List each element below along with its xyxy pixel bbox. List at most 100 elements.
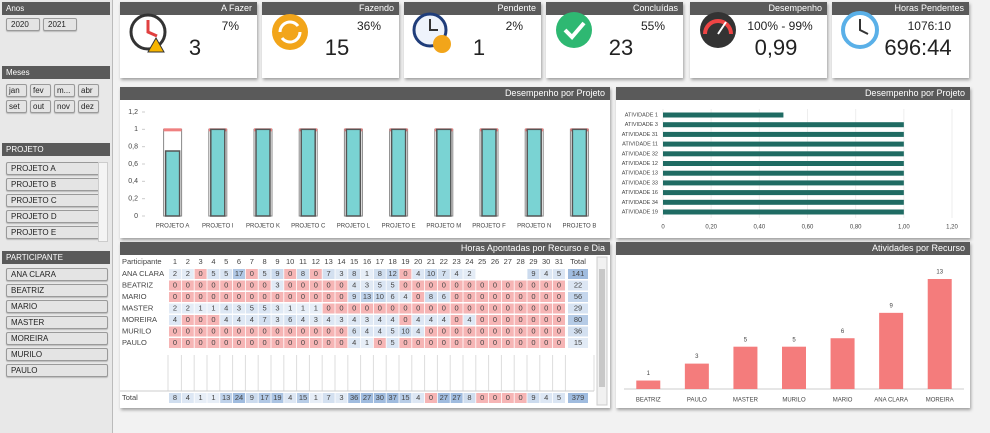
slicer-item[interactable]: dez xyxy=(78,100,99,113)
slicer-item[interactable]: PROJETO D xyxy=(6,210,102,223)
cell-bg xyxy=(514,315,527,325)
kpi-icon xyxy=(841,11,879,49)
cell: 4 xyxy=(237,315,241,324)
slicer-item[interactable]: PROJETO C xyxy=(6,194,102,207)
cell: 0 xyxy=(480,315,484,324)
cell-total: 56 xyxy=(574,292,582,301)
cell: 0 xyxy=(378,303,382,312)
slicer-item[interactable]: MARIO xyxy=(6,300,108,313)
cell: 0 xyxy=(480,338,484,347)
x-tick-label: PROJETO M xyxy=(426,224,461,230)
cell: 0 xyxy=(506,326,510,335)
cell: 8 xyxy=(173,393,177,402)
column-header: 11 xyxy=(299,257,307,266)
x-tick-label: MURILO xyxy=(782,398,806,404)
slicer-item[interactable]: PROJETO A xyxy=(6,162,102,175)
cell-bg xyxy=(233,315,245,325)
cell: 27 xyxy=(452,393,460,402)
kpi-title: Fazendo xyxy=(262,2,399,15)
bar xyxy=(345,128,362,217)
slicer-item[interactable]: 2020 xyxy=(6,18,40,31)
cell-bg xyxy=(425,303,437,314)
cell: 0 xyxy=(455,338,459,347)
cell: 0 xyxy=(493,393,497,402)
kpi-value: 0,99 xyxy=(754,35,798,60)
cell: 0 xyxy=(186,315,190,324)
cell-bg xyxy=(425,338,437,348)
cell-bg xyxy=(399,303,412,314)
x-tick-label: MASTER xyxy=(733,398,759,404)
cell-bg xyxy=(169,393,181,403)
cell-bg xyxy=(501,280,514,291)
cell-bg xyxy=(489,315,501,325)
cell: 4 xyxy=(250,315,254,324)
cell-bg xyxy=(437,303,450,314)
cell-bg xyxy=(245,303,258,314)
cell: 15 xyxy=(299,393,307,402)
cell-bg xyxy=(258,338,271,348)
slicer-item[interactable]: nov xyxy=(54,100,75,113)
column-header: 7 xyxy=(250,257,254,266)
slicer-item[interactable]: PAULO xyxy=(6,364,108,377)
cell-bg xyxy=(348,393,361,403)
cell: 4 xyxy=(224,315,228,324)
slicer-item[interactable]: MASTER xyxy=(6,316,108,329)
slicer-item[interactable]: fev xyxy=(30,84,51,97)
cell-bg xyxy=(284,326,297,337)
cell: 0 xyxy=(544,315,548,324)
bar xyxy=(663,131,904,137)
cell: 19 xyxy=(273,393,281,402)
cell-bg xyxy=(568,338,588,348)
cell: 3 xyxy=(237,303,241,312)
cell: 5 xyxy=(211,269,215,278)
slicer-item[interactable]: 2021 xyxy=(43,18,77,31)
y-tick-label: 0 xyxy=(134,213,138,220)
slicer-item[interactable]: MURILO xyxy=(6,348,108,361)
cell: 0 xyxy=(519,280,523,289)
cell: 0 xyxy=(288,292,292,301)
slicer-item[interactable]: PROJETO E xyxy=(6,226,102,239)
slicer-item[interactable]: PROJETO B xyxy=(6,178,102,191)
bar xyxy=(663,209,904,215)
cell: 0 xyxy=(544,292,548,301)
panel-title: Desempenho por Projeto xyxy=(120,87,610,100)
cell: 0 xyxy=(467,280,471,289)
cell: 0 xyxy=(314,292,318,301)
kpi-percent: 7% xyxy=(221,19,239,33)
cell-bg xyxy=(514,393,527,403)
cell: 0 xyxy=(544,326,548,335)
x-tick-label: MOREIRA xyxy=(926,398,954,404)
cell-bg xyxy=(271,338,284,348)
row-label: Total xyxy=(122,393,138,402)
cell: 0 xyxy=(250,292,254,301)
cell-bg xyxy=(463,338,476,348)
slicer-item[interactable]: jan xyxy=(6,84,27,97)
y-tick-label: 0,6 xyxy=(128,161,138,168)
x-tick-label: 0,40 xyxy=(753,225,765,231)
chart-panel: Atividades por Recurso 1 BEATRIZ 3 PAULO 5 MAS… xyxy=(616,242,970,408)
slicer-item[interactable]: MOREIRA xyxy=(6,332,108,345)
slicer-item[interactable]: set xyxy=(6,100,27,113)
y-tick-label: ATIVIDADE 13 xyxy=(622,171,658,177)
cell: 2 xyxy=(186,303,190,312)
column-header: 26 xyxy=(491,257,499,266)
cell: 0 xyxy=(275,326,279,335)
y-tick-label: ATIVIDADE 31 xyxy=(622,132,658,138)
cell: 17 xyxy=(260,393,268,402)
cell: 4 xyxy=(416,326,420,335)
cell-bg xyxy=(463,303,476,314)
y-tick-label: ATIVIDADE 11 xyxy=(622,142,658,148)
cell-bg xyxy=(245,315,258,325)
icon-check xyxy=(556,12,592,48)
slicer-item[interactable]: m... xyxy=(54,84,75,97)
cell: 0 xyxy=(544,303,548,312)
cell-bg xyxy=(476,303,489,314)
slicer-item[interactable]: ANA CLARA xyxy=(6,268,108,281)
slicer-item[interactable]: BEATRIZ xyxy=(6,284,108,297)
slicer-item[interactable]: out xyxy=(30,100,51,113)
cell: 4 xyxy=(224,303,228,312)
kpi-value: 15 xyxy=(324,35,350,60)
cell: 0 xyxy=(327,303,331,312)
cell: 0 xyxy=(224,326,228,335)
slicer-item[interactable]: abr xyxy=(78,84,99,97)
